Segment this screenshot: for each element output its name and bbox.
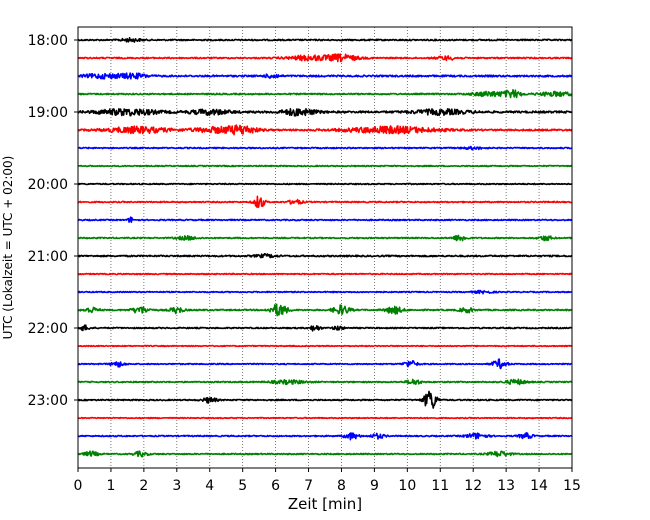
trace-2000 bbox=[77, 182, 572, 186]
x-tick-label: 12 bbox=[464, 478, 482, 494]
trace-1930 bbox=[77, 145, 572, 151]
trace-2200 bbox=[77, 324, 573, 332]
trace-1815 bbox=[77, 53, 573, 63]
trace-2030 bbox=[77, 216, 573, 223]
trace-1945 bbox=[77, 164, 573, 168]
y-tick-label: 18:00 bbox=[28, 33, 68, 49]
y-tick-label: 23:00 bbox=[28, 393, 68, 409]
x-axis-label: Zeit [min] bbox=[288, 495, 362, 513]
trace-2300 bbox=[77, 390, 573, 409]
trace-2115 bbox=[77, 272, 573, 276]
trace-1845 bbox=[77, 89, 573, 99]
x-tick-label: 5 bbox=[238, 478, 247, 494]
x-tick-label: 2 bbox=[139, 478, 148, 494]
trace-2330 bbox=[77, 432, 573, 441]
trace-2345 bbox=[77, 450, 572, 458]
x-tick-label: 13 bbox=[497, 478, 515, 494]
trace-1915 bbox=[77, 124, 573, 136]
y-tick-label: 22:00 bbox=[28, 321, 68, 337]
trace-2230 bbox=[77, 358, 572, 370]
trace-1800 bbox=[77, 36, 573, 43]
x-tick-label: 15 bbox=[563, 478, 581, 494]
x-tick-label: 3 bbox=[172, 478, 181, 494]
x-tick-label: 11 bbox=[431, 478, 449, 494]
x-tick-label: 6 bbox=[271, 478, 280, 494]
y-tick-label: 21:00 bbox=[28, 249, 68, 265]
plot-frame bbox=[77, 26, 573, 469]
vertical-gridlines bbox=[110, 27, 540, 468]
trace-2015 bbox=[77, 195, 572, 209]
x-tick-label: 0 bbox=[74, 478, 83, 494]
trace-1830 bbox=[77, 72, 573, 80]
y-axis-label: UTC (Lokalzeit = UTC + 02:00) bbox=[1, 156, 15, 340]
trace-2130 bbox=[77, 289, 573, 295]
trace-2100 bbox=[77, 253, 573, 259]
y-tick-label: 19:00 bbox=[28, 105, 68, 121]
x-axis-ticks: 0 1 2 3 4 5 6 7 8 9 10 11 12 13 14 15 bbox=[74, 468, 581, 494]
trace-2215 bbox=[77, 344, 573, 348]
trace-2245 bbox=[77, 378, 573, 386]
trace-2315 bbox=[77, 416, 573, 420]
trace-2045 bbox=[77, 234, 572, 242]
x-tick-label: 7 bbox=[304, 478, 313, 494]
y-tick-label: 20:00 bbox=[28, 177, 68, 193]
x-tick-label: 4 bbox=[205, 478, 214, 494]
x-tick-label: 1 bbox=[106, 478, 115, 494]
trace-1900 bbox=[77, 107, 573, 117]
x-tick-label: 10 bbox=[398, 478, 416, 494]
trace-2145 bbox=[77, 303, 573, 317]
x-tick-label: 9 bbox=[370, 478, 379, 494]
x-tick-label: 8 bbox=[337, 478, 346, 494]
x-tick-label: 14 bbox=[530, 478, 548, 494]
seismogram-traces bbox=[77, 36, 573, 458]
y-axis-ticks: 18:00 19:00 20:00 21:00 22:00 23:00 bbox=[28, 33, 78, 409]
